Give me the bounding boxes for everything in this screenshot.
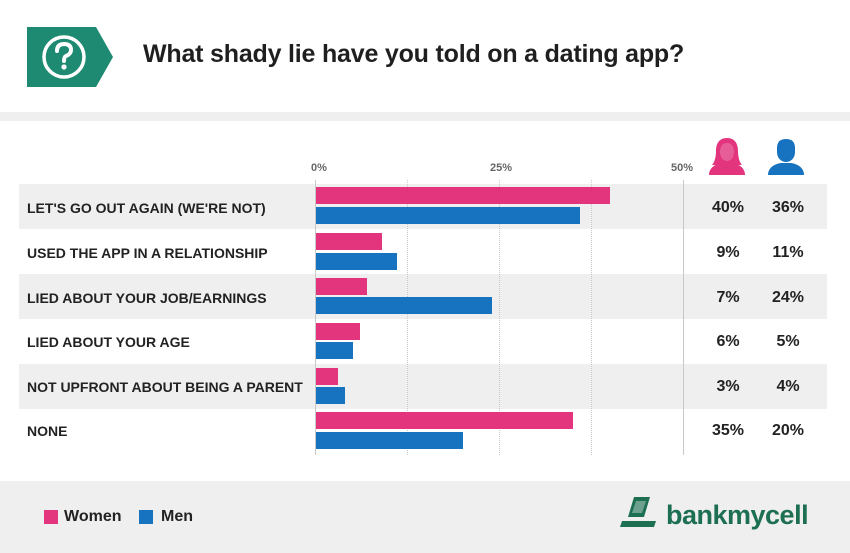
man-icon — [768, 139, 804, 175]
bar-men — [316, 432, 463, 449]
value-label-men: 11% — [772, 244, 804, 261]
value-label-men: 5% — [776, 333, 800, 350]
row-label: NOT UPFRONT ABOUT BEING A PARENT — [27, 379, 303, 395]
column-separator — [683, 180, 684, 455]
phone-logo-icon — [620, 497, 656, 527]
value-label-women: 7% — [716, 289, 740, 306]
bar-women — [316, 412, 573, 429]
legend-label-men: Men — [161, 508, 193, 525]
row-background — [19, 364, 827, 409]
woman-icon — [709, 138, 745, 175]
axis-line — [315, 180, 316, 455]
gridline — [591, 180, 592, 455]
bar-men — [316, 342, 353, 359]
value-label-men: 36% — [771, 199, 805, 216]
value-label-men: 24% — [771, 289, 805, 306]
row-label: LIED ABOUT YOUR AGE — [27, 334, 190, 350]
row-label: LET'S GO OUT AGAIN (WE'RE NOT) — [27, 200, 266, 216]
legend-swatch-men — [139, 510, 153, 524]
value-label-women: 9% — [716, 244, 740, 261]
value-label-women: 35% — [711, 422, 745, 439]
value-label-women: 6% — [716, 333, 740, 350]
bar-women — [316, 187, 610, 204]
row-label: USED THE APP IN A RELATIONSHIP — [27, 245, 268, 261]
row-label: LIED ABOUT YOUR JOB/EARNINGS — [27, 290, 267, 306]
chart-title: What shady lie have you told on a dating… — [143, 40, 685, 68]
bar-men — [316, 297, 492, 314]
question-icon — [55, 41, 74, 70]
value-label-men: 20% — [771, 422, 805, 439]
tick-label-0: 0% — [311, 162, 327, 174]
value-label-women: 40% — [711, 199, 745, 216]
question-badge — [27, 27, 113, 87]
bar-women — [316, 323, 360, 340]
gridline — [407, 180, 408, 455]
gridline — [499, 180, 500, 455]
header: What shady lie have you told on a dating… — [0, 0, 850, 112]
legend-swatch-women — [44, 510, 58, 524]
bar-men — [316, 253, 397, 270]
row-label: NONE — [27, 423, 68, 439]
legend-label-women: Women — [64, 508, 122, 525]
bar-women — [316, 368, 338, 385]
tick-label-25: 25% — [490, 162, 513, 174]
bar-men — [316, 207, 580, 224]
value-label-women: 3% — [716, 378, 740, 395]
bar-women — [316, 278, 367, 295]
brand-logo-text[interactable]: bankmycell — [666, 500, 809, 530]
tick-label-50: 50% — [671, 162, 694, 174]
bar-women — [316, 233, 382, 250]
bar-men — [316, 387, 345, 404]
value-label-men: 4% — [776, 378, 800, 395]
